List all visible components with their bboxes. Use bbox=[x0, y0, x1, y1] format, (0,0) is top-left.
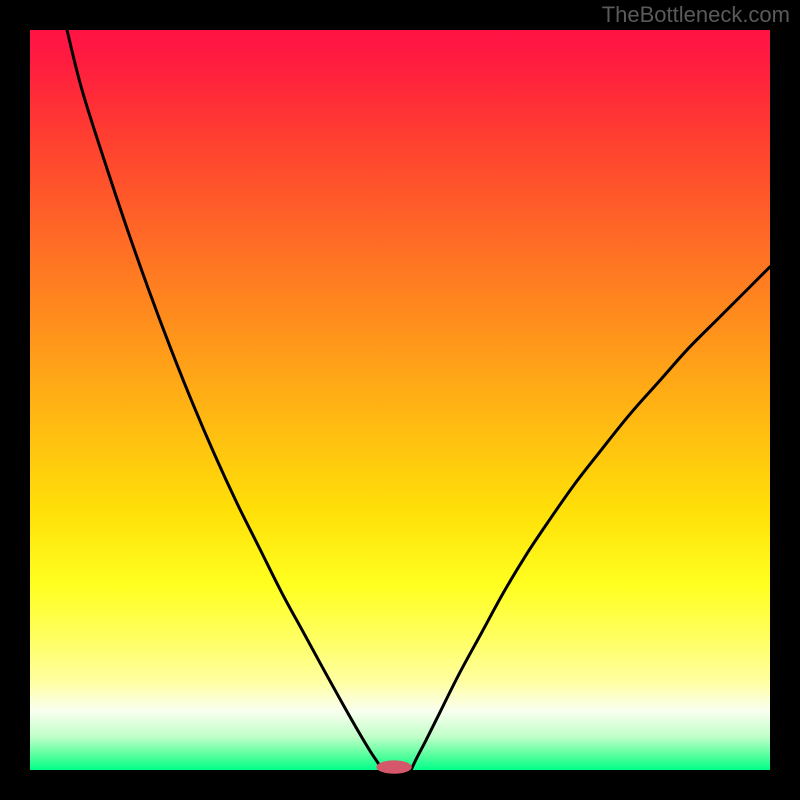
watermark-text: TheBottleneck.com bbox=[602, 2, 790, 28]
bottleneck-chart bbox=[0, 0, 800, 800]
optimal-marker bbox=[376, 760, 412, 773]
chart-container: TheBottleneck.com bbox=[0, 0, 800, 800]
plot-background bbox=[30, 30, 770, 770]
